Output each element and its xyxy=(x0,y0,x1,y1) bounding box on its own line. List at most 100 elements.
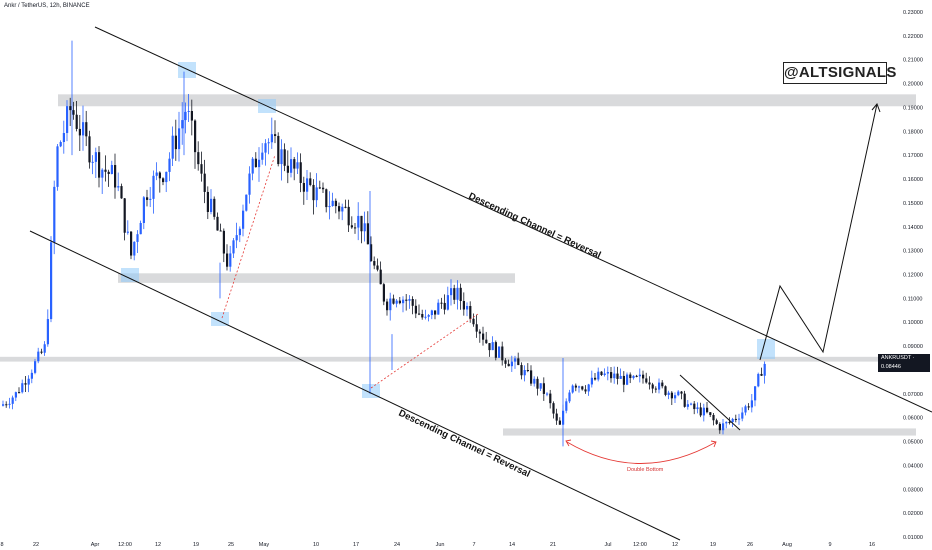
x-tick-label: 24 xyxy=(394,542,400,548)
candle-body xyxy=(619,375,622,379)
candle-body xyxy=(478,331,481,334)
candle-body xyxy=(398,300,401,304)
candle-body xyxy=(14,392,17,398)
candle-body xyxy=(30,372,33,379)
candle-body xyxy=(94,152,97,162)
candle-body xyxy=(69,106,72,111)
x-tick-label: 16 xyxy=(869,542,875,548)
candle-body xyxy=(50,242,53,320)
y-tick-label: 0.23000 xyxy=(903,10,923,16)
candle-body xyxy=(78,128,81,136)
price-label-symbol: ANKRUSDT · 0.08446 xyxy=(881,355,915,370)
candle-body xyxy=(382,284,385,302)
candle-body xyxy=(344,206,347,208)
candle-body xyxy=(392,298,395,304)
candle-body xyxy=(539,383,542,389)
candle-body xyxy=(184,111,187,121)
candle-body xyxy=(267,142,270,144)
candle-body xyxy=(533,378,536,384)
candle-body xyxy=(43,344,46,353)
candle-body xyxy=(510,361,513,367)
x-tick-label: 26 xyxy=(747,542,753,548)
brand-watermark: @ALTSIGNALS xyxy=(783,62,896,84)
x-tick-label: 8 xyxy=(0,542,3,548)
candle-body xyxy=(760,373,763,376)
candle-body xyxy=(206,191,209,212)
double-bottom-label: Double Bottom xyxy=(627,467,664,473)
candle-body xyxy=(280,149,283,165)
candle-body xyxy=(258,159,261,168)
candle-body xyxy=(290,159,293,173)
candle-body xyxy=(635,375,638,377)
dotted-trendline xyxy=(370,313,479,389)
candle-body xyxy=(485,339,488,344)
touch-highlight xyxy=(178,62,196,78)
projection-path xyxy=(759,103,878,361)
candle-body xyxy=(18,392,21,394)
chart-header: Ankr / TetherUS, 12h, BINANCE xyxy=(4,3,90,9)
candle-body xyxy=(638,374,641,377)
candle-body xyxy=(59,142,62,147)
candle-body xyxy=(360,215,363,232)
current-price-label: ANKRUSDT · 0.08446 01:44:08 xyxy=(878,354,930,378)
candle-body xyxy=(750,400,753,408)
candle-body xyxy=(347,206,350,226)
candle-body xyxy=(712,414,715,421)
candle-body xyxy=(114,165,117,188)
candle-body xyxy=(2,404,5,406)
candle-body xyxy=(418,313,421,315)
candle-body xyxy=(24,383,27,385)
x-tick-label: 9 xyxy=(828,542,831,548)
candle-body xyxy=(110,165,113,174)
touch-highlight xyxy=(757,339,775,359)
candle-body xyxy=(491,342,494,351)
candle-body xyxy=(462,301,465,310)
candle-body xyxy=(725,421,728,424)
candle-body xyxy=(299,162,302,183)
y-tick-label: 0.19000 xyxy=(903,105,923,111)
candle-body xyxy=(283,149,286,166)
candle-body xyxy=(254,158,257,168)
candle-body xyxy=(459,287,462,302)
candle-body xyxy=(488,343,491,351)
candle-body xyxy=(200,164,203,174)
candle-body xyxy=(715,420,718,424)
candle-body xyxy=(389,298,392,311)
candle-body xyxy=(414,305,417,314)
upper-channel-label: Descending Channel = Reversal xyxy=(467,191,603,261)
candle-body xyxy=(434,310,437,315)
candle-body xyxy=(734,418,737,420)
candle-body xyxy=(501,346,504,361)
candle-body xyxy=(8,403,11,405)
candle-body xyxy=(350,225,353,228)
x-tick-label: 19 xyxy=(710,542,716,548)
candle-body xyxy=(690,403,693,405)
x-tick-label: 7 xyxy=(472,542,475,548)
candle-body xyxy=(763,363,766,376)
candle-body xyxy=(667,392,670,395)
x-axis: 8 22 Apr 12:00 12 19 25 May 10 17 24 Jun 7 14 21 Jul 12:… xyxy=(0,542,875,548)
candle-body xyxy=(379,269,382,285)
x-tick-label: Jul xyxy=(604,542,611,548)
candle-body xyxy=(405,299,408,301)
candle-body xyxy=(395,300,398,304)
candle-body xyxy=(53,186,56,243)
candle-body xyxy=(235,235,238,241)
dotted-trendline xyxy=(221,154,276,319)
candle-body xyxy=(597,371,600,380)
candle-body xyxy=(680,391,683,394)
candle-body xyxy=(190,110,193,121)
touch-highlight xyxy=(121,268,139,282)
candle-body xyxy=(424,316,427,318)
candle-body xyxy=(536,378,539,389)
candle-body xyxy=(46,319,49,345)
lower-channel-label: Descending Channel = Reversal xyxy=(397,408,532,480)
candle-body xyxy=(322,187,325,190)
candle-body xyxy=(574,385,577,388)
price-label-countdown: 01:44:08 xyxy=(881,372,903,378)
candle-body xyxy=(747,406,750,408)
candle-body xyxy=(277,135,280,165)
candle-body xyxy=(98,152,101,178)
x-tick-label: 12 xyxy=(155,542,161,548)
